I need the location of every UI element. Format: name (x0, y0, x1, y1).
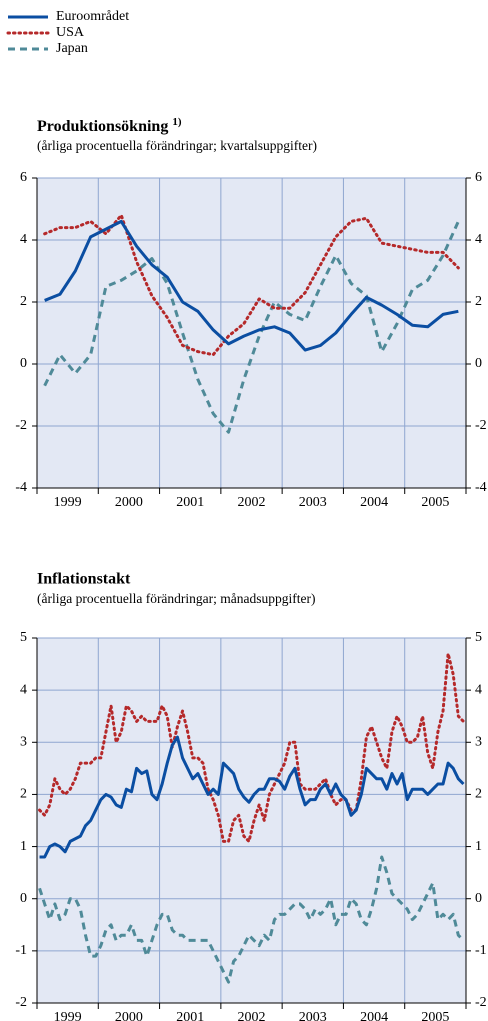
series-line (43, 213, 460, 357)
legend-label: USA (56, 25, 85, 40)
y-tick-label: 0 (20, 356, 27, 371)
y-tick-label: 2 (20, 787, 27, 802)
y-tick-label: 3 (475, 735, 482, 750)
y-tick-label: -2 (475, 995, 487, 1010)
y-tick-label: 0 (475, 891, 482, 906)
y-tick-label: 6 (20, 170, 27, 185)
chart-title: Produktionsökning 1) (37, 116, 182, 135)
chart-title: Inflationstakt (37, 571, 131, 588)
x-tick-label: 2000 (115, 1010, 143, 1021)
legend-label: Euroområdet (56, 9, 129, 24)
x-tick-label: 2004 (360, 1010, 388, 1021)
x-tick-label: 2002 (238, 495, 266, 510)
legend: Euroområdet USA Japan (6, 9, 129, 56)
y-tick-label: -2 (15, 418, 27, 433)
plot-area (37, 638, 466, 1003)
y-tick-label: 0 (475, 356, 482, 371)
y-tick-label: 1 (20, 839, 27, 854)
y-tick-label: 4 (20, 232, 27, 247)
x-tick-label: 2001 (176, 495, 204, 510)
x-tick-label: 2002 (238, 1010, 266, 1021)
x-tick-label: 1999 (54, 495, 82, 510)
y-tick-label: 2 (20, 294, 27, 309)
legend-label: Japan (56, 41, 88, 56)
x-tick-label: 2003 (299, 1010, 327, 1021)
y-tick-label: -4 (475, 480, 487, 495)
y-tick-label: -1 (15, 943, 27, 958)
x-tick-label: 2005 (421, 1010, 449, 1021)
chart-subtitle: (årliga procentuella förändringar; månad… (37, 591, 316, 606)
y-tick-label: 4 (20, 682, 27, 697)
y-tick-label: 5 (475, 630, 482, 645)
y-tick-label: -4 (15, 480, 27, 495)
series-line (43, 220, 460, 434)
title-text: Produktionsökning (37, 118, 168, 135)
y-tick-label: -2 (15, 995, 27, 1010)
series-line (44, 219, 459, 352)
y-tick-label: 4 (475, 232, 482, 247)
x-tick-label: 2000 (115, 495, 143, 510)
y-tick-label: 0 (20, 891, 27, 906)
x-tick-label: 2003 (299, 495, 327, 510)
y-tick-label: -1 (475, 943, 487, 958)
chart-subtitle: (årliga procentuella förändringar; kvart… (37, 138, 317, 153)
y-tick-label: 5 (20, 630, 27, 645)
series-line (38, 855, 465, 984)
x-tick-label: 2004 (360, 495, 388, 510)
y-tick-label: 3 (20, 735, 27, 750)
y-tick-label: 2 (475, 787, 482, 802)
title-note: 1) (172, 116, 182, 128)
x-tick-label: 1999 (54, 1010, 82, 1021)
series-line (39, 735, 465, 859)
y-tick-label: 4 (475, 682, 482, 697)
y-tick-label: -2 (475, 418, 487, 433)
y-tick-label: 1 (475, 839, 482, 854)
y-tick-label: 2 (475, 294, 482, 309)
x-tick-label: 2001 (176, 1010, 204, 1021)
x-tick-label: 2005 (421, 495, 449, 510)
y-tick-label: 6 (475, 170, 482, 185)
series-line (38, 652, 465, 843)
